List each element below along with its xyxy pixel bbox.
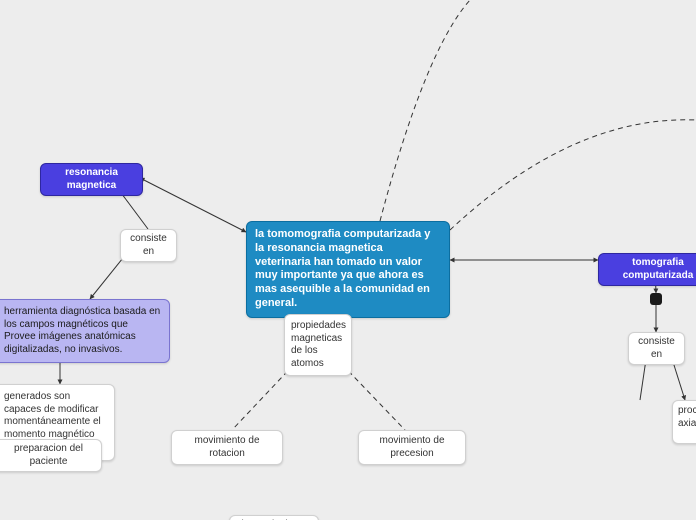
node-proce-axiales[interactable]: procedimiento axiales x bbox=[672, 400, 696, 444]
node-consiste-en-left[interactable]: consiste en bbox=[120, 229, 177, 262]
node-movimiento-rotacion[interactable]: movimiento de rotacion bbox=[171, 430, 283, 465]
node-preparacion-paciente[interactable]: preparacion del paciente bbox=[0, 439, 102, 472]
node-resonancia-magnetica[interactable]: resonancia magnetica bbox=[40, 163, 143, 196]
node-herramienta-diagnostica[interactable]: herramienta diagnóstica basada en los ca… bbox=[0, 299, 170, 363]
node-tomografia-computarizada[interactable]: tomografia computarizada bbox=[598, 253, 696, 286]
node-matriz-datos[interactable]: la matriz datos bbox=[229, 515, 319, 520]
node-propiedades-magneticas[interactable]: propiedades magneticas de los atomos bbox=[284, 314, 352, 376]
node-collapsed-indicator[interactable] bbox=[650, 293, 662, 305]
node-consiste-en-right[interactable]: consiste en bbox=[628, 332, 685, 365]
node-movimiento-precesion[interactable]: movimiento de precesion bbox=[358, 430, 466, 465]
node-central[interactable]: la tomomografia computarizada y la reson… bbox=[246, 221, 450, 318]
